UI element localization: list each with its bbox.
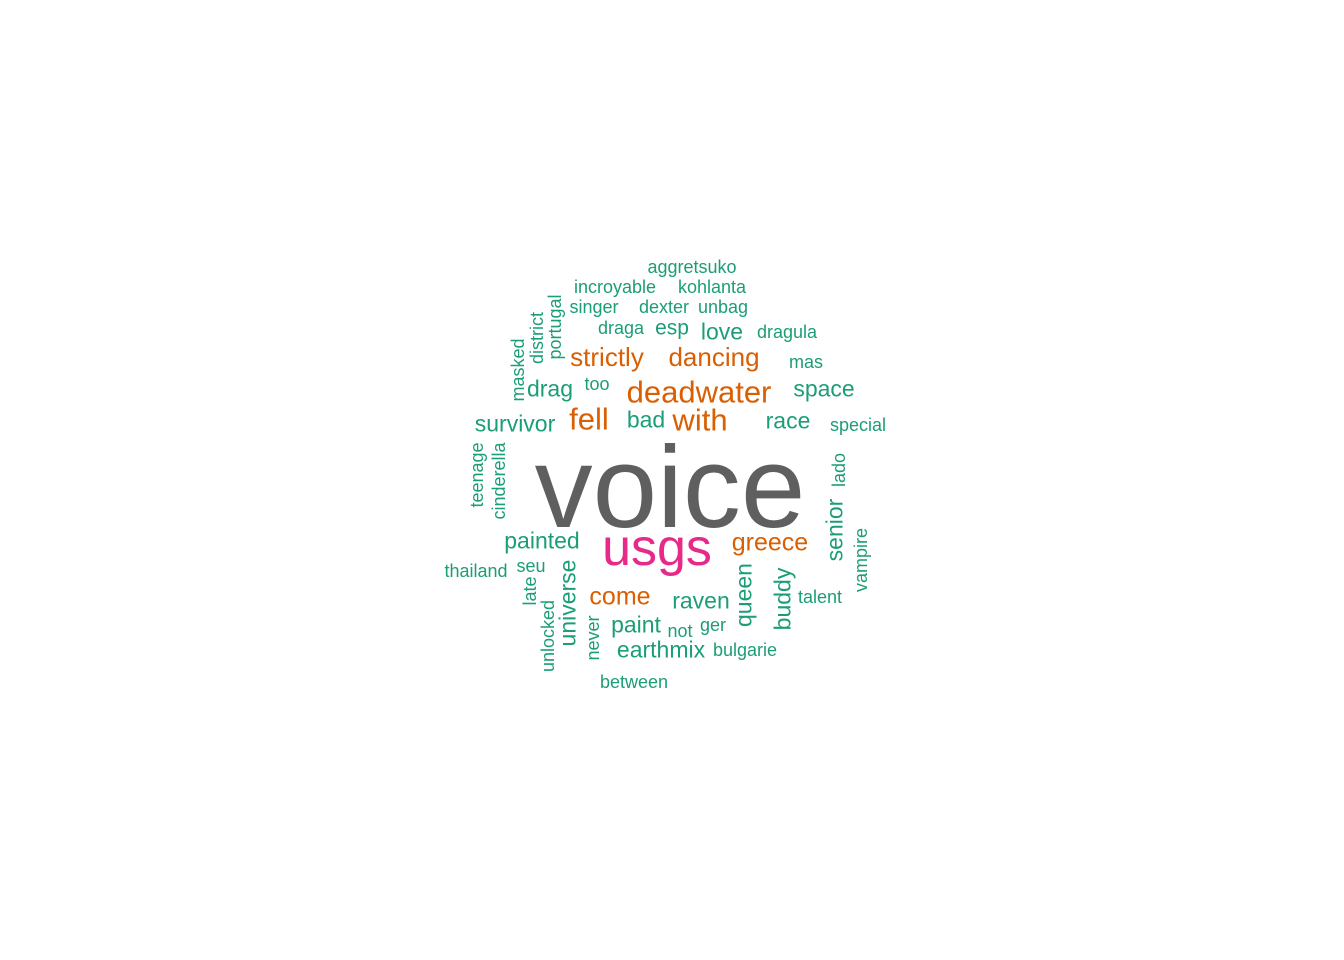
word-unlocked: unlocked (538, 599, 558, 673)
word-strictly: strictly (570, 342, 644, 372)
word-dexter: dexter (638, 297, 690, 317)
word-teenage: teenage (467, 442, 487, 508)
word-late: late (520, 576, 540, 606)
word-kohlanta: kohlanta (677, 277, 747, 297)
word-usgs: usgs (602, 519, 712, 577)
word-buddy: buddy (769, 567, 796, 631)
word-talent: talent (797, 587, 843, 607)
word-senior: senior (821, 498, 848, 562)
word-vampire: vampire (851, 527, 871, 593)
word-greece: greece (731, 528, 809, 557)
word-love: love (700, 318, 744, 345)
word-singer: singer (569, 297, 619, 317)
word-with: with (672, 402, 728, 438)
word-space: space (793, 375, 855, 402)
word-bulgarie: bulgarie (712, 640, 778, 660)
word-ger: ger (699, 615, 727, 635)
word-aggretsuko: aggretsuko (647, 257, 737, 277)
word-thailand: thailand (444, 561, 508, 581)
word-deadwater: deadwater (626, 374, 772, 410)
word-painted: painted (504, 527, 580, 554)
word-esp: esp (655, 316, 689, 340)
word-mas: mas (788, 352, 824, 372)
word-drag: drag (526, 375, 574, 402)
word-never: never (583, 615, 603, 661)
word-seu: seu (516, 556, 546, 576)
word-race: race (765, 407, 811, 434)
word-universe: universe (554, 559, 581, 647)
word-cinderella: cinderella (489, 442, 509, 520)
word-dancing: dancing (668, 342, 760, 372)
word-queen: queen (730, 563, 757, 627)
word-come: come (589, 582, 651, 611)
word-lado: lado (829, 452, 849, 488)
word-paint: paint (611, 611, 661, 638)
word-survivor: survivor (474, 410, 556, 437)
word-special: special (829, 415, 887, 435)
word-draga: draga (597, 318, 645, 338)
word-dragula: dragula (756, 322, 818, 342)
word-district: district (527, 311, 547, 365)
word-voice: voice (534, 422, 806, 552)
word-portugal: portugal (545, 294, 565, 360)
word-earthmix: earthmix (616, 636, 706, 663)
word-fell: fell (569, 401, 609, 437)
word-incroyable: incroyable (573, 277, 657, 297)
word-masked: masked (508, 338, 528, 402)
word-between: between (599, 672, 669, 692)
word-unbag: unbag (697, 297, 749, 317)
word-raven: raven (672, 587, 730, 614)
word-too: too (584, 374, 610, 394)
word-not: not (667, 621, 693, 641)
word-bad: bad (626, 406, 666, 433)
